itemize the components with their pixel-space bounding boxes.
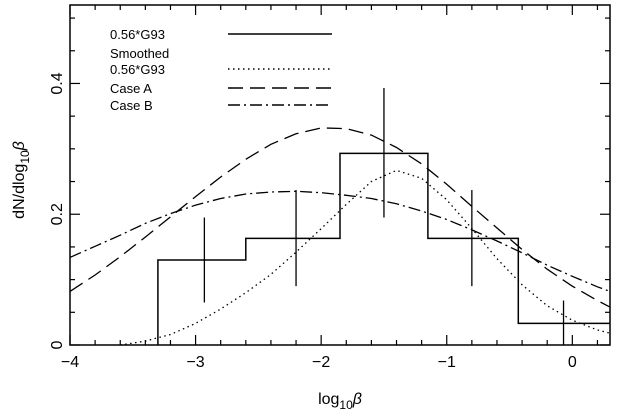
series-dotted-line [120, 169, 610, 345]
x-tick-label: −4 [61, 354, 79, 371]
histogram [157, 152, 610, 345]
x-axis-title-subscript: 10 [339, 398, 353, 412]
x-tick-labels: −4 −3 −2 −1 0 [61, 354, 577, 371]
x-axis-title-symbol: β [352, 391, 362, 408]
axis-ticks [69, 5, 610, 346]
error-bars [203, 88, 565, 345]
x-axis-title: log10β [318, 391, 362, 412]
legend-label: Smoothed [110, 46, 169, 61]
y-tick-label: 0 [49, 340, 66, 349]
y-tick-label: 0.2 [49, 203, 66, 225]
legend-label: Case A [110, 81, 152, 96]
x-tick-label: 0 [568, 354, 577, 371]
x-tick-label: −1 [438, 354, 456, 371]
y-axis-title: dN/dlog10β [11, 141, 32, 219]
plot-frame [69, 4, 611, 346]
curves [70, 127, 610, 345]
y-axis-title-symbol: β [11, 141, 28, 151]
y-tick-labels: 0 0.2 0.4 [49, 72, 66, 349]
x-tick-label: −3 [186, 354, 204, 371]
series-dashdot-line [70, 190, 610, 293]
series-dashed-line [70, 127, 610, 308]
plot-area [70, 88, 610, 345]
x-axis-title-main: log [318, 391, 339, 408]
legend-label: 0.56*G93 [110, 27, 165, 42]
y-tick-label: 0.4 [49, 72, 66, 94]
y-axis-title-subscript: 10 [18, 150, 32, 164]
legend-label: Case B [110, 98, 153, 113]
x-tick-label: −2 [312, 354, 330, 371]
histogram-steps [157, 152, 610, 345]
y-axis-title-main: dN/dlog [11, 164, 28, 219]
legend-label: 0.56*G93 [110, 62, 165, 77]
